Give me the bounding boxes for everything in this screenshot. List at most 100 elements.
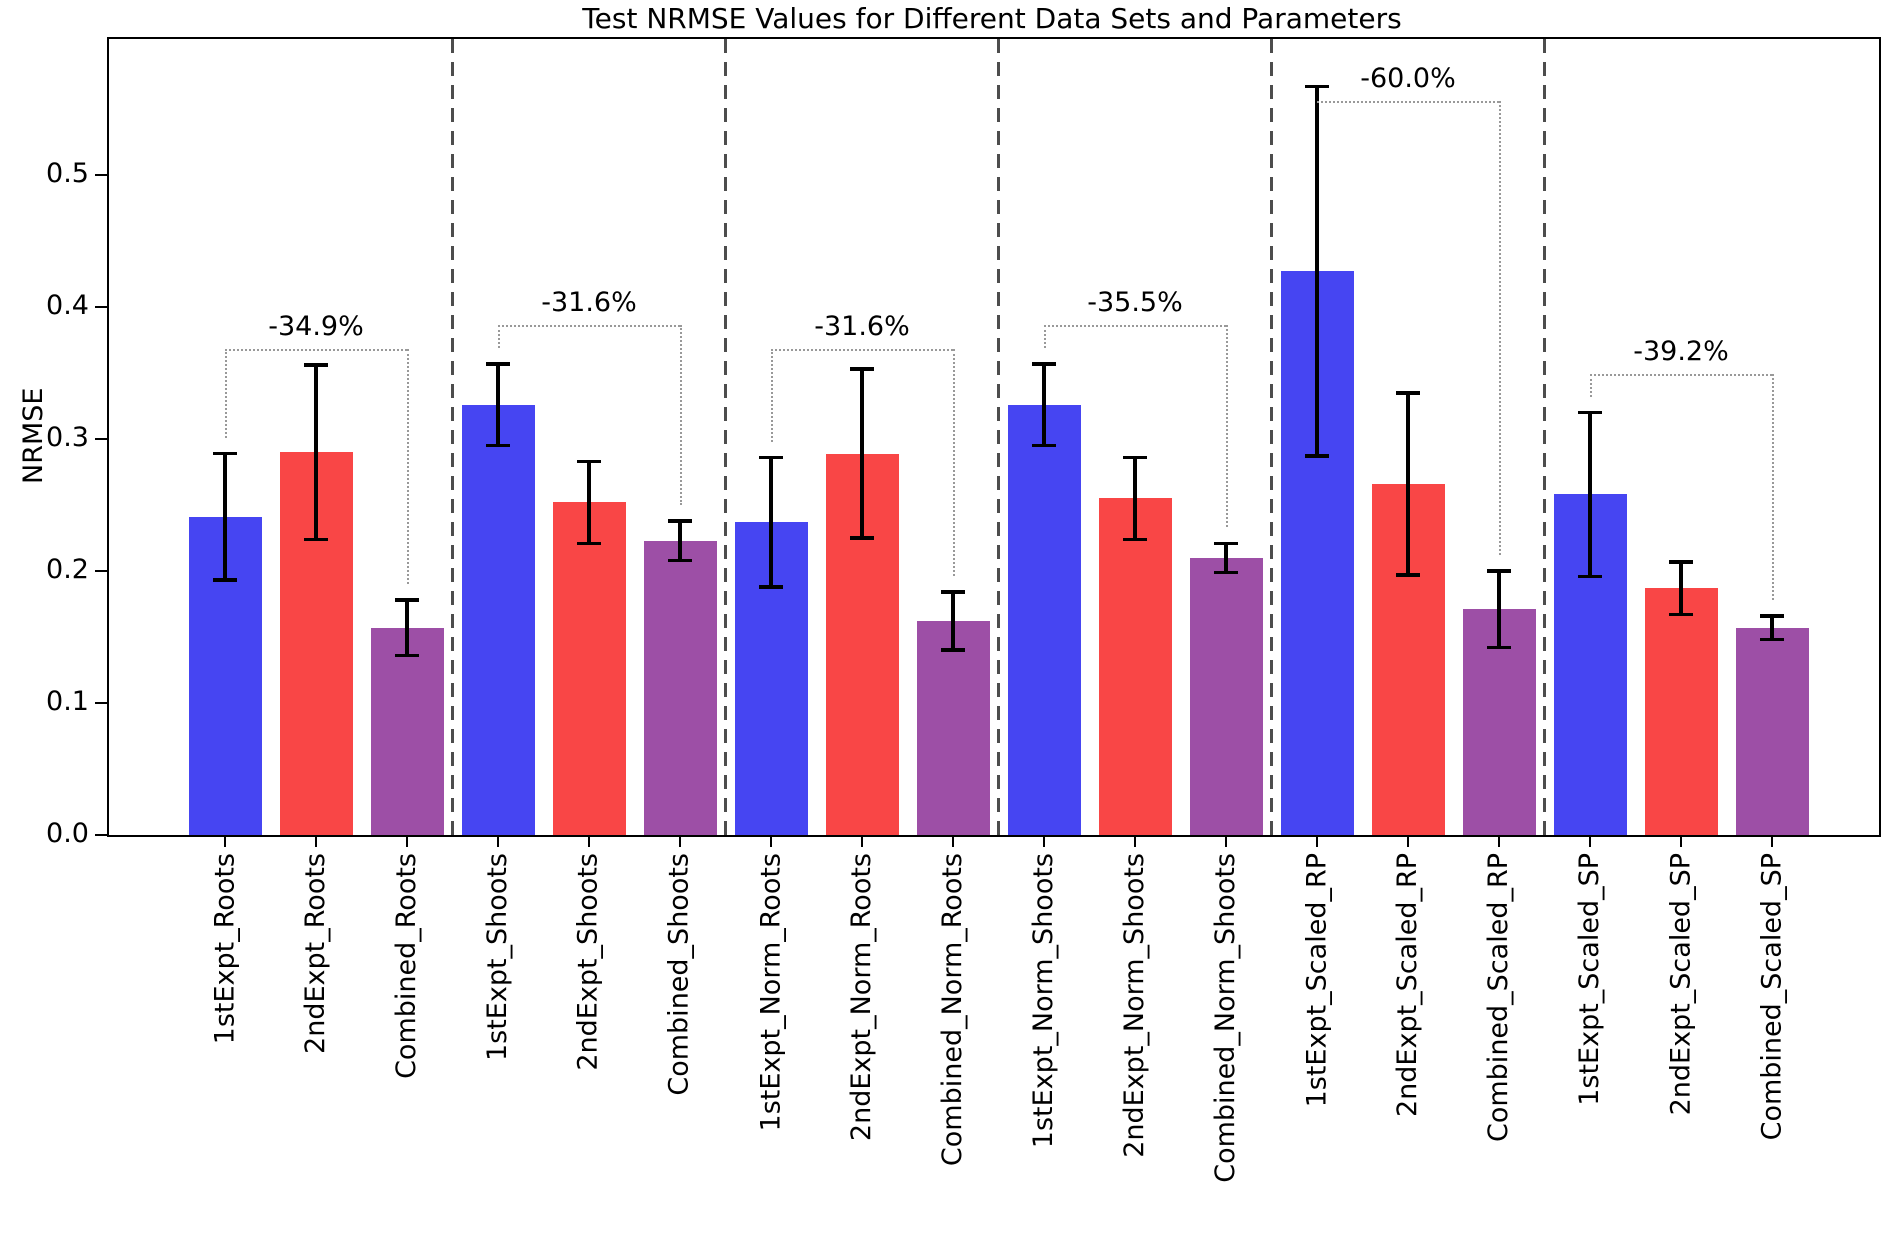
error-bar-cap — [395, 598, 419, 602]
comparison-bracket-drop — [498, 325, 500, 348]
error-bar — [1588, 412, 1592, 577]
error-bar-cap — [941, 648, 965, 652]
x-tick-label: 1stExpt_Shoots — [482, 853, 513, 1062]
error-bar-cap — [304, 537, 328, 542]
bracket-label: -39.2% — [1633, 336, 1729, 368]
error-bar-cap — [304, 363, 328, 367]
x-tick — [1042, 835, 1046, 847]
error-bar-cap — [213, 578, 237, 582]
x-tick — [1770, 835, 1774, 847]
error-bar-cap — [759, 585, 783, 589]
error-bar — [1315, 86, 1319, 457]
x-tick — [1497, 835, 1501, 847]
error-bar-cap — [577, 541, 601, 546]
group-separator-line — [1542, 39, 1547, 835]
error-bar-cap — [1487, 569, 1511, 573]
group-separator-line — [1269, 39, 1274, 835]
x-tick — [1224, 835, 1228, 847]
comparison-bracket — [225, 349, 407, 352]
comparison-bracket-drop — [1772, 374, 1774, 601]
x-tick-label: 2ndExpt_Norm_Shoots — [1119, 853, 1150, 1158]
comparison-bracket-drop — [680, 325, 682, 505]
x-tick-label: 1stExpt_Norm_Roots — [755, 853, 786, 1132]
y-tick-label: 0.0 — [46, 818, 89, 849]
y-tick — [95, 437, 107, 441]
x-tick-label: Combined_Roots — [391, 853, 422, 1079]
error-bar-cap — [1669, 560, 1693, 564]
group-separator-line — [723, 39, 728, 835]
error-bar-cap — [941, 590, 965, 594]
error-bar-cap — [1396, 391, 1420, 395]
error-bar — [1224, 543, 1228, 573]
comparison-bracket-drop — [953, 349, 955, 577]
x-tick-label: 2ndExpt_Shoots — [573, 853, 604, 1071]
error-bar — [1497, 571, 1501, 648]
error-bar — [860, 369, 864, 538]
y-tick — [95, 569, 107, 573]
error-bar — [1042, 363, 1046, 446]
y-tick — [95, 305, 107, 309]
error-bar-cap — [759, 455, 783, 460]
error-bar-cap — [668, 519, 692, 523]
x-tick-label: 1stExpt_Scaled_RP — [1301, 853, 1332, 1108]
error-bar — [405, 600, 409, 656]
error-bar-cap — [486, 443, 510, 448]
error-bar-cap — [1214, 570, 1238, 575]
x-tick-label: Combined_Scaled_RP — [1483, 853, 1514, 1142]
error-bar — [496, 363, 500, 446]
x-tick-label: Combined_Shoots — [664, 853, 695, 1096]
y-tick — [95, 833, 107, 837]
bar — [461, 404, 535, 835]
error-bar-cap — [1305, 454, 1329, 458]
x-tick-label: 1stExpt_Scaled_SP — [1574, 853, 1605, 1106]
bar — [1735, 627, 1809, 835]
x-tick — [678, 835, 682, 847]
x-tick — [951, 835, 955, 847]
comparison-bracket-drop — [407, 349, 409, 585]
y-tick-label: 0.3 — [46, 422, 89, 453]
x-tick — [314, 835, 318, 847]
x-tick — [1679, 835, 1683, 847]
error-bar — [1679, 561, 1683, 615]
error-bar-cap — [1032, 443, 1056, 448]
bracket-label: -60.0% — [1360, 63, 1456, 95]
comparison-bracket — [1590, 374, 1772, 377]
x-tick — [587, 835, 591, 847]
group-separator-line — [996, 39, 1001, 835]
y-tick-label: 0.1 — [46, 686, 89, 717]
x-tick — [860, 835, 864, 847]
error-bar-cap — [1760, 637, 1784, 642]
bar — [916, 621, 990, 835]
comparison-bracket-drop — [1499, 101, 1501, 556]
x-tick — [1588, 835, 1592, 847]
error-bar — [314, 365, 318, 540]
error-bar-cap — [1214, 541, 1238, 546]
bracket-label: -31.6% — [541, 287, 637, 319]
bracket-label: -35.5% — [1087, 287, 1183, 319]
error-bar — [1133, 457, 1137, 540]
bracket-label: -34.9% — [268, 311, 364, 343]
x-tick-label: 1stExpt_Norm_Shoots — [1028, 853, 1059, 1149]
error-bar — [678, 520, 682, 561]
bar — [1189, 557, 1263, 835]
bar — [1007, 404, 1081, 835]
x-tick — [769, 835, 773, 847]
error-bar-cap — [1396, 573, 1420, 577]
comparison-bracket-drop — [225, 349, 227, 438]
bar — [552, 502, 626, 835]
error-bar-cap — [850, 367, 874, 371]
bar — [643, 540, 717, 835]
error-bar — [223, 453, 227, 581]
x-tick — [223, 835, 227, 847]
group-separator-line — [450, 39, 455, 835]
error-bar-cap — [1578, 574, 1602, 579]
error-bar-cap — [850, 536, 874, 540]
x-tick-label: 2ndExpt_Roots — [300, 853, 331, 1054]
x-tick — [1406, 835, 1410, 847]
bar — [1098, 498, 1172, 835]
error-bar-cap — [213, 451, 237, 456]
error-bar — [587, 461, 591, 544]
y-tick-label: 0.2 — [46, 554, 89, 585]
y-tick — [95, 701, 107, 705]
